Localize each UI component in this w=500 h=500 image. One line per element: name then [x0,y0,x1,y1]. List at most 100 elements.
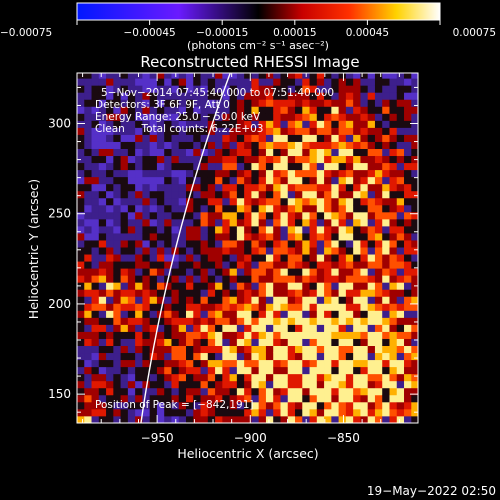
heatmap-cell [287,141,296,149]
heatmap-cell [106,310,114,318]
heatmap-cell [142,254,151,262]
heatmap-cell [113,183,122,192]
heatmap-cell [207,211,216,220]
heatmap-cell [113,415,122,423]
heatmap-cell [77,85,85,93]
heatmap-cell [316,254,325,262]
heatmap-cell [149,211,158,220]
heatmap-cell [215,366,223,375]
heatmap-cell [316,240,325,248]
heatmap-cell [244,225,252,234]
heatmap-cell [127,92,136,100]
heatmap-cell [91,92,100,100]
heatmap-cell [309,352,318,361]
heatmap-cell [360,92,369,100]
heatmap-cell [215,317,223,325]
heatmap-cell [98,113,107,121]
heatmap-cell [164,134,172,142]
heatmap-cell [360,296,369,304]
heatmap-cell [149,366,158,375]
heatmap-cell [77,394,85,403]
heatmap-cell [404,78,412,86]
heatmap-cell [316,92,325,100]
heatmap-cell [244,380,252,389]
heatmap-cell [149,141,158,149]
heatmap-cell [142,240,151,248]
heatmap-cell [353,352,361,361]
heatmap-cell [309,345,318,354]
heatmap-cell [84,324,92,332]
heatmap-cell [98,183,107,192]
heatmap-cell [106,113,114,121]
heatmap-cell [156,211,165,220]
heatmap-cell [113,225,122,234]
heatmap-cell [360,240,369,248]
heatmap-cell [396,106,405,114]
heatmap-cell [338,155,347,164]
heatmap-cell [295,218,303,227]
heatmap-cell [127,415,136,423]
heatmap-cell [280,92,289,100]
heatmap-cell [404,211,412,220]
heatmap-cell [200,408,209,417]
heatmap-cell [91,141,100,149]
heatmap-cell [295,261,303,269]
heatmap-cell [396,233,405,241]
heatmap-cell [127,261,136,269]
heatmap-cell [164,338,172,347]
footer-date: 19−May−2022 02:50 [367,484,496,498]
heatmap-cell [200,394,209,403]
heatmap-cell [345,211,354,220]
heatmap-cell [171,380,180,389]
heatmap-cell [229,359,238,368]
heatmap-cell [222,85,231,93]
heatmap-cell [149,134,158,142]
heatmap-cell [302,197,310,206]
heatmap-cell [389,247,398,255]
heatmap-cell [345,310,354,318]
heatmap-cell [353,141,361,149]
heatmap-cell [360,338,369,347]
heatmap-cell [171,92,180,100]
x-axis-label: Heliocentric X (arcsec) [177,446,318,461]
heatmap-cell [135,233,143,241]
heatmap-cell [309,387,318,396]
heatmap-cell [360,331,369,339]
heatmap-cell [186,106,194,114]
heatmap-cell [338,359,347,368]
heatmap-cell [113,366,122,375]
heatmap-cell [98,148,107,157]
heatmap-cell [98,261,107,269]
heatmap-cell [127,134,136,142]
heatmap-cell [236,282,245,290]
heatmap-cell [120,106,129,114]
heatmap-cell [149,190,158,199]
heatmap-cell [367,183,376,192]
heatmap-cell [404,331,412,339]
heatmap-cell [222,141,231,149]
heatmap-cell [193,408,201,417]
heatmap-cell [178,183,187,192]
heatmap-cell [265,303,274,311]
heatmap-cell [142,73,151,79]
heatmap-cell [120,211,129,220]
heatmap-cell [229,352,238,361]
heatmap-cell [273,401,281,410]
heatmap-cell [200,401,209,410]
heatmap-cell [135,190,143,199]
heatmap-cell [316,415,325,423]
heatmap-cell [273,134,281,142]
heatmap-cell [207,359,216,368]
heatmap-cell [215,387,223,396]
heatmap-cell [404,415,412,423]
heatmap-cell [251,303,260,311]
heatmap-cell [207,296,216,304]
heatmap-cell [91,190,100,199]
heatmap-cell [258,120,267,128]
heatmap-cell [258,240,267,248]
heatmap-cell [273,359,281,368]
heatmap-cell [106,254,114,262]
heatmap-cell [77,324,85,332]
heatmap-cell [222,366,231,375]
